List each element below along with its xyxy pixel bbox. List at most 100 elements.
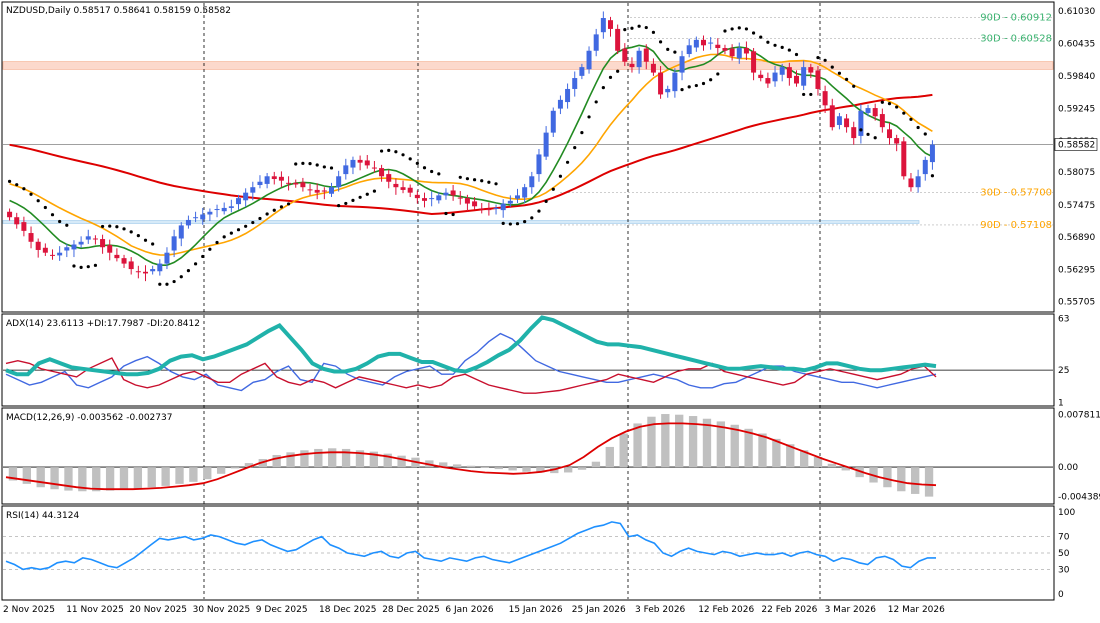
sar-dot [751,31,756,35]
sar-dot [737,26,741,30]
candle [801,60,807,91]
sar-dot [458,175,462,179]
macd-histogram-bar [397,455,406,468]
macd-histogram-bar [216,467,226,474]
adx-line [5,315,937,377]
macd-histogram-bar [230,467,240,469]
macd-histogram-bar [78,467,87,492]
sar-dot [301,161,305,165]
macd-signal-line [5,422,937,491]
candle [915,169,921,193]
sar-dot [701,81,706,86]
candle [615,24,621,55]
sar-dot [608,75,613,79]
sar-dot [923,132,927,136]
date-axis-label: 3 Feb 2026 [635,605,686,615]
candle [221,202,227,215]
date-axis-label: 11 Nov 2025 [66,605,124,615]
candle [35,238,41,258]
candle [815,66,821,96]
candle [758,70,764,82]
macd-histogram-bar [383,453,392,468]
candle [228,199,234,213]
sar-dot [351,198,355,202]
candle [686,38,692,58]
sar-dot [43,205,47,210]
sar-dot [401,153,405,157]
candle [443,188,449,200]
macd-histogram-bar [605,446,614,468]
sar-dot [451,212,455,217]
candle [908,173,914,192]
sar-dot [430,169,434,174]
sar-dot [830,65,834,69]
candle [49,249,56,260]
candle [257,175,263,189]
date-axis-label: 25 Jan 2026 [572,605,626,615]
candle [779,63,785,82]
macd-axis-label: 0.00 [1058,463,1078,473]
candle [736,42,742,64]
macd-panel[interactable] [1,407,1055,505]
sar-dot [151,242,155,246]
candle [836,112,842,130]
sar-dot [530,216,534,220]
sar-dot [852,84,856,88]
candle [178,222,184,247]
sar-dot [365,192,369,196]
sar-dot [515,222,520,226]
candle [729,44,735,61]
macd-histogram-bar [355,450,365,468]
macd-histogram-bar [744,428,753,468]
macd-histogram-bar [8,467,18,481]
sar-dot [22,187,26,191]
date-axis-label: 22 Feb 2026 [761,605,817,615]
date-axis-label: 20 Nov 2025 [129,605,187,615]
candle [572,71,578,97]
sar-dot [916,125,920,130]
rsi-line [5,521,936,571]
macd-histogram-bar [189,467,198,482]
sar-dot [415,161,419,165]
sar-dot [902,111,906,115]
date-axis-label: 30 Nov 2025 [193,605,251,615]
date-axis-label: 12 Mar 2026 [888,605,945,615]
candle [793,70,800,87]
candle [379,164,385,182]
candle [522,183,528,204]
candle [500,199,506,218]
price-axis-label: 0.59840 [1058,72,1095,82]
sar-dot [644,25,648,30]
macd-histogram-bar [924,467,934,497]
sar-dot [186,269,191,273]
sar-dot [616,69,620,73]
candle [421,192,428,208]
sar-dot [694,83,698,88]
candle [100,234,106,254]
sar-dot [308,162,312,166]
candle [593,28,599,57]
candle [529,171,535,194]
macd-histogram-bar [827,463,837,468]
sar-dot [623,28,627,32]
sar-dot [666,47,670,51]
macd-histogram-bar [466,465,476,468]
price-axis-label: 0.57475 [1058,201,1095,211]
macd-histogram-bar [855,467,864,478]
candle [235,194,242,210]
sar-dot [866,132,870,136]
candle [142,265,149,282]
candle [658,66,664,99]
sar-dot [58,219,62,224]
sar-dot [387,148,391,152]
macd-histogram-bar [272,454,281,468]
candle [586,46,592,74]
macd-histogram-bar [536,467,545,473]
candle [271,171,277,185]
rsi-header: RSI(14) 44.3124 [6,511,79,521]
sar-dot [344,201,348,206]
sar-dot [394,150,398,154]
sar-dot [565,160,570,164]
